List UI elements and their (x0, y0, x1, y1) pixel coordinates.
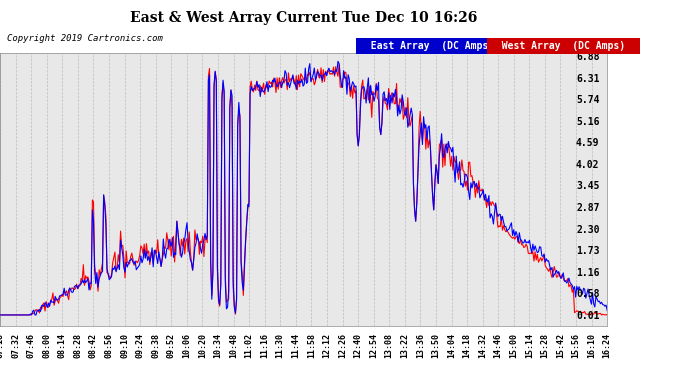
Text: East & West Array Current Tue Dec 10 16:26: East & West Array Current Tue Dec 10 16:… (130, 11, 477, 25)
Text: West Array  (DC Amps): West Array (DC Amps) (490, 41, 637, 51)
Text: Copyright 2019 Cartronics.com: Copyright 2019 Cartronics.com (7, 34, 163, 43)
Text: East Array  (DC Amps): East Array (DC Amps) (359, 41, 506, 51)
